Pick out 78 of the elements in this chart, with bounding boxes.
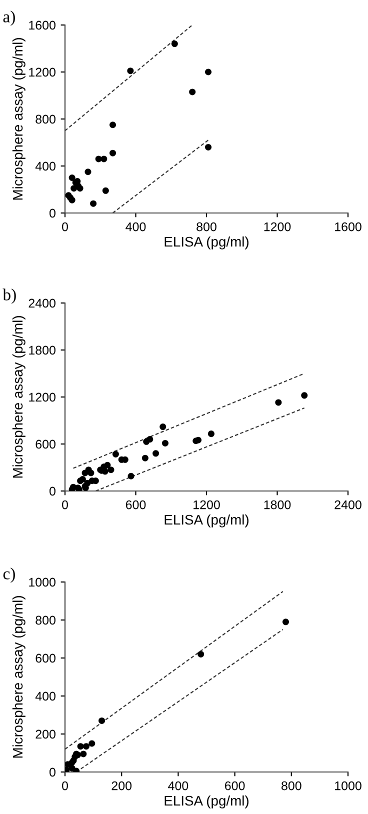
point — [77, 743, 84, 750]
point — [128, 472, 134, 480]
point — [110, 150, 116, 156]
x-tick-label: 800 — [196, 222, 216, 232]
y-axis-title: Microsphere assay (pg/ml) — [12, 596, 26, 758]
point — [84, 168, 92, 176]
point — [82, 743, 90, 750]
x-tick-label: 2400 — [334, 500, 362, 510]
x-tick-label: 200 — [112, 781, 132, 790]
point — [205, 144, 212, 150]
chart-title: a) — [3, 10, 15, 26]
y-tick-label: 600 — [36, 654, 56, 663]
x-axis-title: ELISA (pg/ml) — [164, 236, 248, 250]
point — [82, 470, 88, 476]
x-tick-label: 0 — [62, 500, 68, 510]
y-tick-label: 0 — [50, 208, 56, 218]
point — [80, 750, 87, 758]
point — [65, 761, 72, 768]
point — [198, 650, 204, 658]
y-tick-label: 2400 — [28, 298, 56, 308]
point — [76, 185, 84, 192]
x-tick-label: 400 — [126, 222, 146, 232]
y-tick-label: 1600 — [29, 20, 56, 30]
x-axis-title: ELISA (pg/ml) — [164, 795, 248, 808]
y-tick-label: 800 — [36, 616, 56, 625]
point — [90, 200, 97, 207]
y-tick-label: 0 — [50, 486, 56, 496]
x-tick-label: 1200 — [194, 500, 220, 510]
point — [68, 196, 76, 204]
y-axis-title: Microsphere assay (pg/ml) — [12, 38, 26, 200]
y-tick-label: 1200 — [29, 392, 56, 402]
point — [68, 486, 76, 491]
x-tick-label: 1200 — [264, 222, 291, 232]
y-tick-label: 400 — [35, 162, 56, 171]
point — [88, 740, 96, 747]
point — [100, 156, 108, 162]
point — [160, 424, 166, 430]
point — [68, 764, 76, 772]
x-tick-label: 400 — [168, 781, 188, 790]
x-tick-label: 1800 — [264, 500, 291, 510]
x-tick-label: 800 — [282, 781, 302, 790]
x-axis-title: ELISA (pg/ml) — [164, 514, 248, 528]
point — [275, 399, 282, 406]
point — [112, 450, 119, 458]
y-tick-label: 800 — [36, 114, 56, 124]
x-tick-label: 600 — [225, 781, 245, 790]
point — [143, 438, 150, 445]
point — [98, 717, 106, 724]
x-tick-label: 0 — [62, 781, 68, 790]
y-tick-label: 1800 — [29, 346, 56, 355]
x-tick-label: 0 — [62, 222, 68, 232]
point — [152, 450, 160, 457]
point — [282, 618, 289, 626]
x-tick-label: 1600 — [335, 222, 362, 232]
point — [110, 122, 116, 128]
y-tick-label: 1200 — [29, 68, 56, 77]
point — [205, 68, 212, 76]
x-tick-label: 1000 — [335, 781, 362, 790]
point — [162, 440, 168, 446]
point — [142, 454, 148, 462]
y-axis-title: Microsphere assay (pg/ml) — [12, 316, 26, 478]
point — [208, 430, 214, 438]
chart-title: b) — [2, 288, 16, 304]
point — [301, 392, 308, 399]
chart-title: c) — [3, 568, 15, 583]
point — [192, 438, 200, 444]
y-tick-label: 0 — [50, 768, 56, 777]
y-tick-label: 600 — [36, 440, 56, 449]
y-tick-label: 400 — [35, 692, 56, 701]
point — [68, 174, 76, 182]
y-tick-label: 200 — [36, 730, 56, 739]
point — [189, 88, 196, 96]
y-tick-label: 1000 — [29, 578, 56, 587]
point — [171, 40, 178, 48]
point — [108, 466, 114, 474]
point — [127, 68, 134, 74]
point — [102, 187, 109, 194]
x-tick-label: 600 — [126, 500, 146, 510]
